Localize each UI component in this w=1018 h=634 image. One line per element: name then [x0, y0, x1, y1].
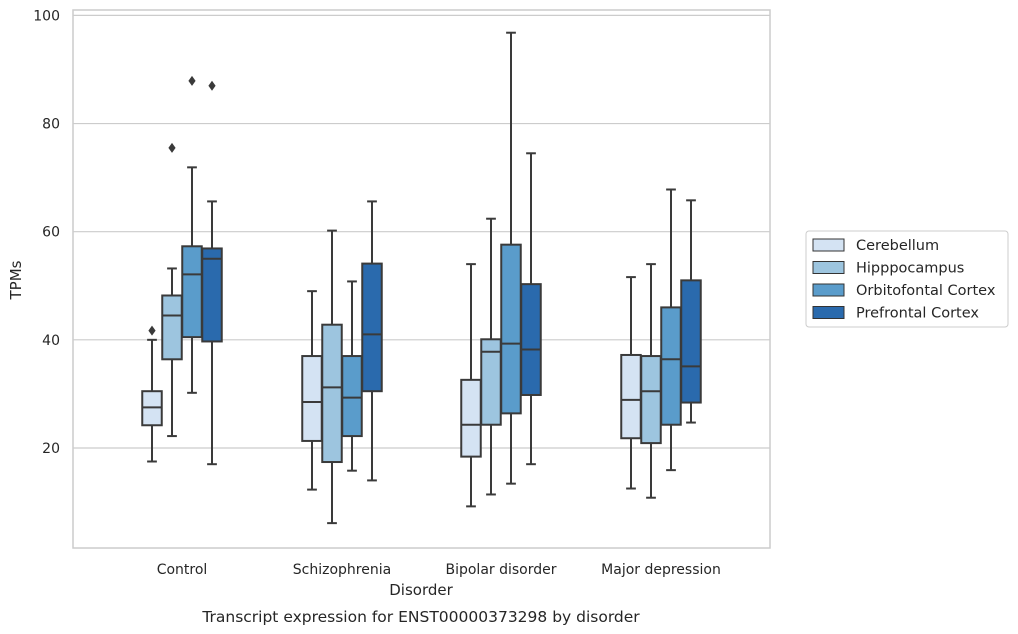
- legend-item: Prefrontal Cortex: [812, 306, 979, 322]
- outlier-point: [208, 80, 216, 91]
- box-plots: [141, 31, 702, 525]
- y-tick-label: 40: [42, 333, 60, 349]
- legend-items: Cerebellum Hipppocampus Orbitofontal Corte…: [812, 238, 996, 322]
- box-plot: [201, 80, 223, 466]
- x-axis-label: Disorder: [389, 581, 453, 599]
- series-prefrontal-cortex: [201, 80, 702, 482]
- x-tick-label: Schizophrenia: [293, 562, 391, 578]
- legend-swatch: [812, 261, 845, 274]
- box-iqr: [361, 262, 383, 393]
- box-plot: [341, 280, 363, 472]
- legend-label: Hipppocampus: [856, 261, 964, 277]
- box-iqr: [620, 353, 642, 440]
- box-plot: [321, 229, 343, 525]
- box-plot: [620, 276, 642, 490]
- plot-frame: [72, 9, 771, 549]
- box-iqr: [640, 355, 662, 445]
- legend-label: Prefrontal Cortex: [856, 306, 979, 322]
- box-iqr: [660, 306, 682, 426]
- box-plot: [181, 75, 203, 394]
- series-orbitofontal-cortex: [181, 31, 682, 485]
- box-iqr: [500, 243, 522, 415]
- legend-item: Hipppocampus: [812, 261, 964, 277]
- x-tick-label: Bipolar disorder: [445, 562, 556, 578]
- box-iqr: [201, 247, 223, 343]
- legend-item: Cerebellum: [812, 238, 939, 254]
- x-tick-label: Major depression: [601, 562, 721, 578]
- box-iqr: [341, 355, 363, 438]
- legend-swatch: [812, 238, 845, 252]
- chart-caption: Transcript expression for ENST0000037329…: [201, 608, 640, 626]
- legend-item: Orbitofontal Cortex: [812, 283, 996, 299]
- box-iqr: [460, 378, 482, 458]
- y-tick-label: 80: [42, 117, 60, 133]
- x-tick-label: Control: [157, 562, 208, 578]
- outlier-point: [188, 75, 196, 86]
- series-hipppocampus: [161, 142, 662, 525]
- legend-label: Cerebellum: [856, 238, 939, 254]
- outlier-point: [168, 142, 176, 153]
- y-tick-label: 100: [33, 8, 60, 24]
- y-tick-label: 60: [42, 225, 60, 241]
- box-iqr: [301, 355, 323, 442]
- legend-label: Orbitofontal Cortex: [856, 283, 996, 299]
- y-tick-labels: 20 40 60 80 100: [33, 8, 60, 457]
- legend-frame: [805, 230, 1009, 328]
- box-plot: [361, 200, 383, 482]
- box-plot: [301, 290, 323, 491]
- box-plot: [460, 263, 482, 508]
- y-axis-label: TPMs: [7, 260, 25, 300]
- outlier-point: [148, 325, 156, 336]
- y-tick-label: 20: [42, 441, 60, 457]
- box-iqr: [321, 323, 343, 464]
- legend-swatch: [812, 306, 845, 319]
- grid-lines: [73, 14, 770, 449]
- box-plot: [480, 217, 502, 496]
- box-iqr: [181, 245, 203, 339]
- box-plot: [520, 152, 542, 466]
- box-plot: [141, 325, 163, 463]
- x-tick-labels: Control Schizophrenia Bipolar disorder Majo…: [157, 562, 721, 578]
- box-plot: [500, 31, 522, 485]
- box-plot: [640, 263, 662, 499]
- box-plot: [161, 142, 183, 438]
- box-plot: [680, 199, 702, 424]
- box-iqr: [680, 279, 702, 404]
- legend: Cerebellum Hipppocampus Orbitofontal Corte…: [805, 230, 1009, 328]
- box-iqr: [520, 283, 542, 396]
- box-iqr: [161, 294, 183, 361]
- legend-swatch: [812, 283, 845, 297]
